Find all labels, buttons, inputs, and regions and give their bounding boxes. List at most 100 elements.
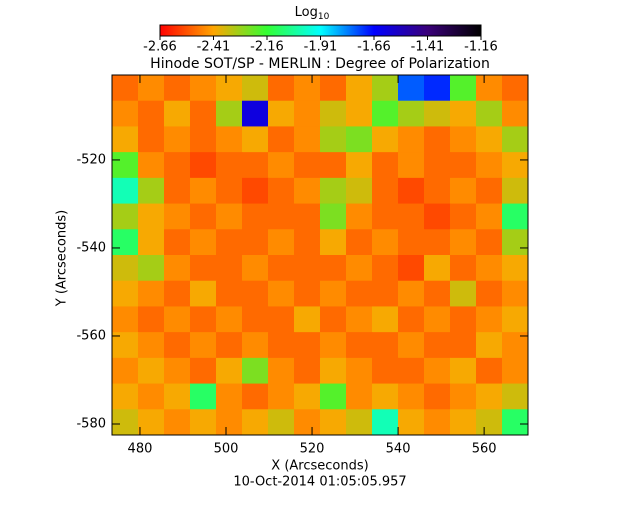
- heatmap-cell: [320, 75, 347, 102]
- heatmap-cell: [138, 152, 165, 179]
- heatmap-cell: [450, 100, 477, 127]
- heatmap-cell: [268, 409, 295, 436]
- heatmap-cell: [112, 357, 139, 385]
- heatmap-cell: [112, 203, 139, 230]
- heatmap-cell: [164, 75, 191, 102]
- heatmap-cell: [502, 280, 529, 307]
- heatmap-cell: [268, 177, 295, 205]
- y-tick-label: -540: [76, 240, 106, 255]
- heatmap-cell: [320, 126, 347, 153]
- heatmap-cell: [502, 203, 529, 230]
- heatmap-cell: [268, 306, 295, 333]
- heatmap-cell: [476, 306, 503, 333]
- colorbar-tick-label: -2.41: [197, 40, 231, 55]
- x-tick-label: 560: [472, 442, 497, 457]
- heatmap-cell: [294, 255, 321, 282]
- heatmap-cell: [294, 75, 321, 102]
- heatmap-cell: [372, 332, 399, 359]
- heatmap-cell: [268, 229, 295, 256]
- heatmap-cell: [112, 177, 139, 205]
- heatmap-cell: [216, 229, 243, 256]
- heatmap-cell: [372, 152, 399, 179]
- heatmap-cell: [372, 255, 399, 282]
- heatmap-cell: [216, 177, 243, 205]
- colorbar-tick-label: -1.66: [357, 40, 391, 55]
- heatmap-cell: [476, 229, 503, 256]
- heatmap-cell: [320, 229, 347, 256]
- heatmap-cell: [294, 409, 321, 436]
- heatmap-cell: [372, 203, 399, 230]
- heatmap-cell: [346, 126, 373, 153]
- heatmap-cell: [242, 229, 269, 256]
- heatmap-cell: [112, 383, 139, 410]
- heatmap-cell: [268, 357, 295, 385]
- heatmap-cell: [450, 357, 477, 385]
- heatmap-cell: [424, 306, 451, 333]
- heatmap-cell: [138, 229, 165, 256]
- colorbar-label: Log10: [295, 5, 330, 22]
- heatmap-cell: [138, 75, 165, 102]
- heatmap-cell: [346, 409, 373, 436]
- heatmap-cell: [502, 177, 529, 205]
- heatmap-cell: [216, 357, 243, 385]
- heatmap-cell: [424, 126, 451, 153]
- heatmap-cell: [346, 229, 373, 256]
- colorbar-label-base: Log: [295, 5, 318, 20]
- heatmap-cell: [476, 75, 503, 102]
- heatmap-cell: [398, 357, 425, 385]
- heatmap-cell: [294, 306, 321, 333]
- heatmap-cell: [372, 126, 399, 153]
- heatmap-cell: [502, 100, 529, 127]
- heatmap-cell: [372, 383, 399, 410]
- heatmap-cell: [346, 332, 373, 359]
- heatmap-cell: [424, 75, 451, 102]
- heatmap-cell: [242, 75, 269, 102]
- heatmap-cell: [164, 126, 191, 153]
- heatmap-cell: [138, 383, 165, 410]
- heatmap-cell: [346, 75, 373, 102]
- heatmap-cell: [424, 229, 451, 256]
- heatmap-cell: [242, 306, 269, 333]
- heatmap-cell: [476, 203, 503, 230]
- colorbar-tick-label: -2.66: [143, 40, 177, 55]
- heatmap-cell: [502, 255, 529, 282]
- heatmap-cell: [268, 383, 295, 410]
- heatmap-cell: [372, 75, 399, 102]
- heatmap-cell: [320, 306, 347, 333]
- heatmap-cell: [112, 409, 139, 436]
- heatmap-cell: [398, 203, 425, 230]
- heatmap-cell: [294, 203, 321, 230]
- heatmap-cell: [216, 126, 243, 153]
- heatmap-cell: [242, 177, 269, 205]
- heatmap-cell: [138, 203, 165, 230]
- heatmap-cell: [216, 306, 243, 333]
- heatmap-cell: [398, 75, 425, 102]
- heatmap-cell: [424, 203, 451, 230]
- x-tick-label: 520: [300, 442, 325, 457]
- heatmap-cell: [138, 332, 165, 359]
- heatmap-cell: [398, 280, 425, 307]
- heatmap-cell: [424, 332, 451, 359]
- heatmap-cell: [242, 280, 269, 307]
- heatmap-cell: [164, 203, 191, 230]
- heatmap-cell: [398, 306, 425, 333]
- heatmap-cell: [164, 280, 191, 307]
- date-label: 10-Oct-2014 01:05:05.957: [233, 475, 406, 490]
- heatmap-cell: [502, 409, 529, 436]
- heatmap-cell: [450, 280, 477, 307]
- heatmap-cell: [372, 177, 399, 205]
- heatmap-cell: [346, 280, 373, 307]
- heatmap-cell: [476, 255, 503, 282]
- heatmap-cell: [450, 409, 477, 436]
- heatmap-cell: [450, 152, 477, 179]
- y-tick-label: -580: [76, 416, 106, 431]
- heatmap-cell: [424, 280, 451, 307]
- colorbar-tick-label: -2.16: [250, 40, 284, 55]
- heatmap-cell: [242, 126, 269, 153]
- heatmap-cell: [242, 152, 269, 179]
- heatmap-cell: [372, 100, 399, 127]
- plot-frame: [111, 74, 529, 436]
- heatmap-cell: [112, 152, 139, 179]
- heatmap-cell: [138, 357, 165, 385]
- heatmap-cell: [190, 255, 217, 282]
